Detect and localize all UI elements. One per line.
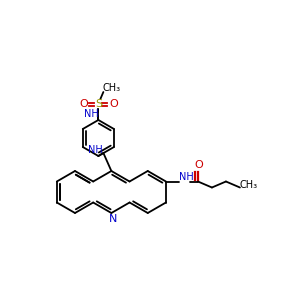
Text: O: O [109,99,118,109]
Text: CH₃: CH₃ [102,83,120,93]
Text: NH: NH [88,145,103,155]
Text: CH₃: CH₃ [240,181,258,190]
Text: NH: NH [178,172,193,182]
Text: S: S [95,99,102,109]
Text: NH: NH [84,109,99,119]
Text: O: O [79,99,88,109]
Text: O: O [195,160,203,170]
Text: N: N [109,214,118,224]
